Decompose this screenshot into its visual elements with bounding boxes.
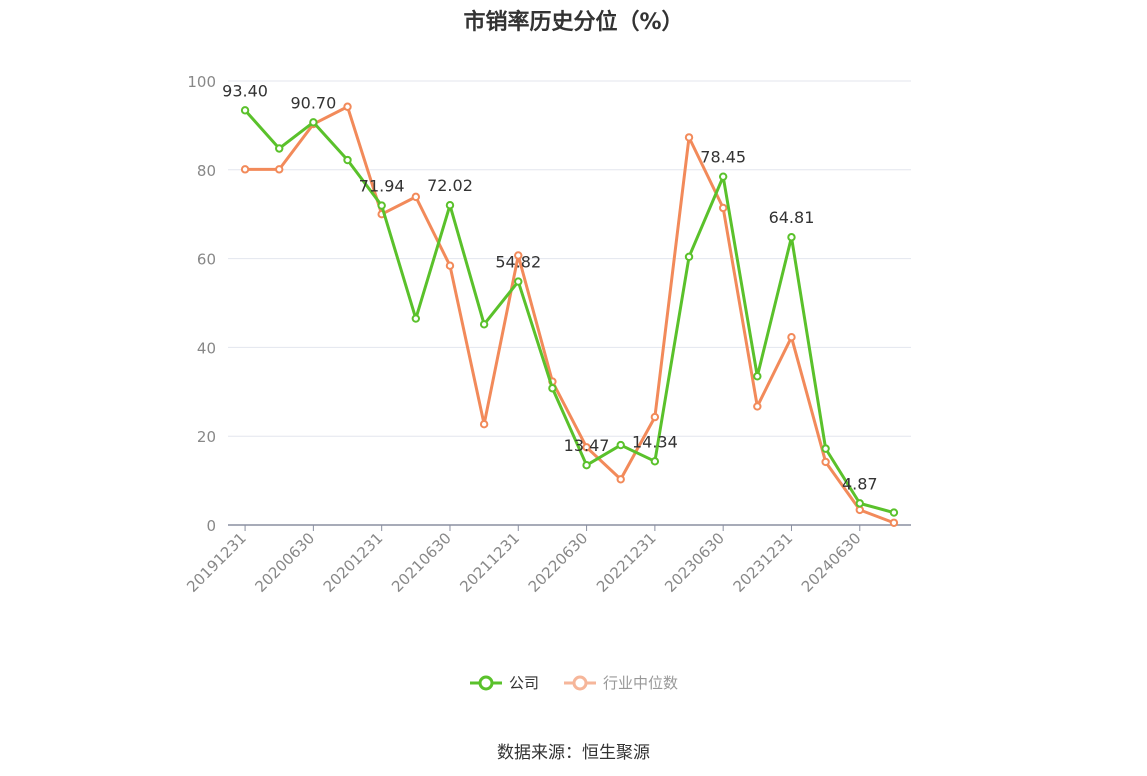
data-point-series-0 [309,118,318,127]
data-point-series-0 [787,233,796,242]
y-tick-label: 60 [197,251,216,269]
y-tick-label: 20 [197,428,216,446]
legend-item-industry-median[interactable]: 行业中位数 [563,672,678,693]
data-point-series-0 [275,144,284,153]
data-point-series-1 [684,133,694,142]
data-point-series-1 [718,203,728,213]
x-tick-label: 20221231 [593,529,660,596]
data-label: 71.94 [359,177,405,196]
data-point-series-1 [821,457,830,467]
data-point-series-0 [821,444,830,453]
data-point-series-1 [753,402,762,411]
data-point-series-0 [343,155,352,165]
x-tick-label: 20230630 [661,529,728,596]
legend-marker-industry-median-icon [564,675,596,690]
data-point-series-1 [855,505,864,515]
data-label: 14.34 [632,432,678,451]
x-tick-label: 20231231 [730,529,797,596]
data-point-series-0 [411,314,421,323]
x-tick-label: 20220630 [525,529,592,596]
data-point-series-1 [411,192,421,202]
data-label: 78.45 [700,148,746,167]
x-tick-label: 20240630 [798,529,865,596]
data-point-series-0 [855,499,864,508]
data-label: 13.47 [564,436,610,455]
grid-layer [228,80,911,437]
data-point-series-0 [889,508,899,517]
x-tick-label: 20200630 [251,529,318,596]
data-source-note: 数据来源：恒生聚源 [497,743,650,763]
data-point-series-0 [582,460,591,470]
data-point-series-1 [889,518,899,527]
y-tick-label: 80 [197,162,216,180]
data-point-series-1 [240,165,250,174]
legend-label-industry-median: 行业中位数 [603,674,679,692]
data-point-series-1 [343,102,352,111]
data-point-series-0 [377,201,386,210]
data-point-series-1 [582,443,591,452]
data-point-series-1 [514,251,523,260]
data-label: 4.87 [842,474,878,493]
data-point-series-0 [684,252,694,262]
data-point-series-0 [240,106,250,115]
data-point-series-1 [650,412,660,422]
series-layer [240,102,899,527]
data-point-series-1 [479,420,489,429]
data-label-layer: 93.40 90.70 71.94 72.02 54.82 13.47 14.34 78.45… [222,81,877,493]
data-point-series-0 [753,372,762,381]
data-point-series-1 [445,261,455,270]
x-tick-label: 20191231 [183,529,250,596]
y-tick-label: 100 [187,73,216,91]
series-line-0 [243,109,895,515]
legend-label-company: 公司 [508,674,539,692]
y-tick-label: 0 [206,517,216,535]
series-line-1 [245,105,895,525]
legend: 公司 行业中位数 [0,672,1147,693]
data-point-series-0 [514,277,523,286]
x-tick-label: 20210630 [388,529,455,596]
data-point-series-1 [616,475,625,484]
data-label: 90.70 [290,93,336,112]
data-label: 93.40 [222,81,268,100]
x-tick-label: 20211231 [456,529,523,596]
data-point-series-1 [787,332,796,342]
data-label: 54.82 [495,253,541,272]
data-point-series-0 [445,201,455,210]
x-tick-label: 20201231 [320,529,387,596]
data-point-series-0 [616,440,625,450]
legend-marker-company-icon [469,675,502,690]
data-point-series-0 [479,320,489,329]
y-tick-label: 40 [197,339,216,357]
legend-item-company[interactable]: 公司 [469,672,539,693]
data-label: 72.02 [427,176,473,195]
data-point-series-0 [650,457,660,466]
data-point-series-1 [275,165,284,174]
chart-title: 市销率历史分位（%） [463,10,684,35]
data-point-series-0 [548,384,557,393]
data-label: 64.81 [769,208,815,227]
data-point-series-0 [718,172,728,181]
